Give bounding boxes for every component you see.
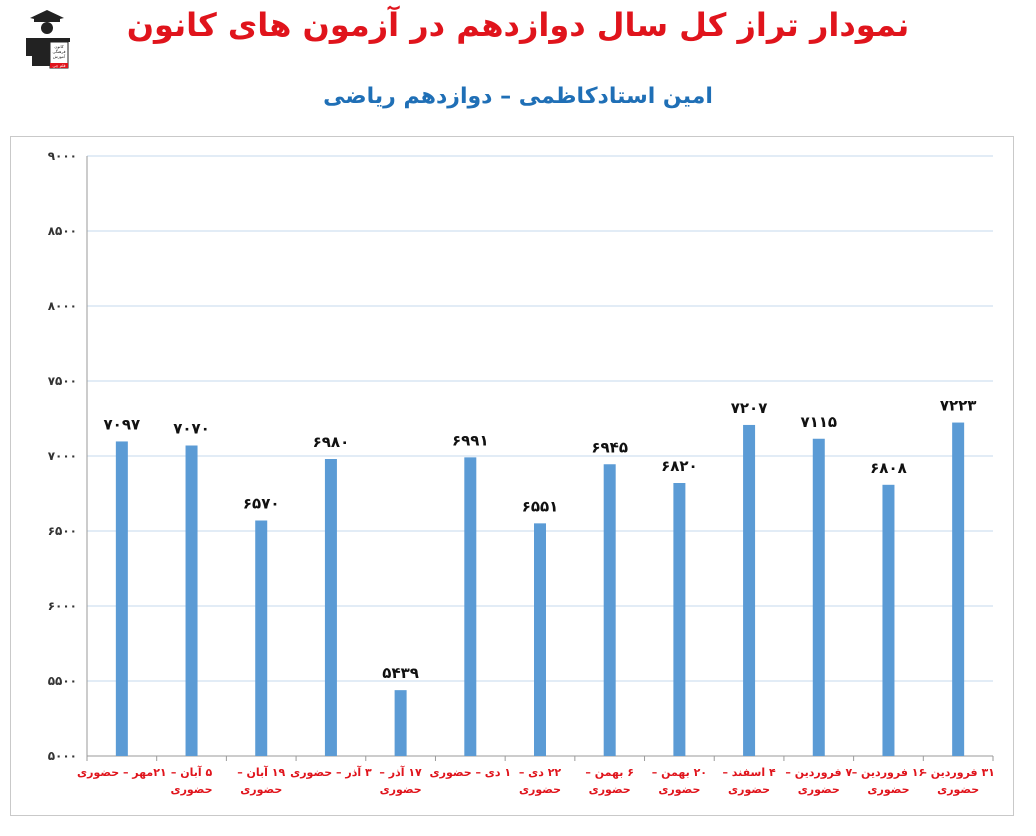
x-tick-label: ۳ آذر – حضوری: [290, 765, 372, 779]
x-tick-label: ۷ فروردین –: [785, 766, 852, 779]
bar: [255, 520, 268, 756]
x-tick-label: حضوری: [937, 783, 979, 796]
bar: [812, 438, 825, 756]
bar: [603, 464, 616, 756]
data-label: ۷۲۲۳: [940, 397, 977, 415]
x-tick-label: ۲۲ دی –: [519, 766, 562, 779]
data-label: ۶۸۲۰: [661, 457, 698, 475]
x-tick-label: ۶ بهمن –: [585, 766, 634, 779]
x-tick-label: ۴ اسفند –: [722, 766, 776, 779]
svg-text:کانون: کانون: [54, 44, 63, 49]
x-tick-label: ۱ دی – حضوری: [430, 766, 512, 779]
data-label: ۶۹۴۵: [591, 438, 628, 456]
x-tick-label: ۱۷ آذر –: [379, 765, 422, 779]
x-tick-label: حضوری: [658, 783, 700, 796]
bar: [464, 457, 477, 756]
x-tick-label: ۲۱مهر – حضوری: [77, 766, 167, 779]
x-tick-label: ۲۰ بهمن –: [652, 766, 707, 779]
bar: [394, 690, 407, 756]
x-tick-label: حضوری: [798, 783, 840, 796]
bar: [115, 441, 128, 756]
data-label: ۶۵۵۱: [522, 497, 559, 515]
x-tick-label: ۳۱ فروردین –: [921, 766, 995, 779]
data-label: ۶۵۷۰: [243, 495, 280, 513]
bar: [743, 424, 756, 756]
data-label: ۵۴۳۹: [382, 664, 419, 682]
chart-title: نمودار تراز کل سال دوازدهم در آزمون های …: [126, 6, 910, 44]
data-label: ۷۰۹۷: [104, 415, 141, 433]
data-label: ۷۰۷۰: [173, 420, 210, 438]
x-tick-label: حضوری: [867, 783, 909, 796]
y-tick-label: ۸۰۰۰: [48, 299, 77, 313]
y-tick-label: ۷۰۰۰: [48, 449, 77, 463]
y-tick-label: ۵۵۰۰: [48, 674, 77, 688]
y-tick-label: ۷۵۰۰: [48, 374, 77, 388]
bar: [534, 523, 546, 756]
svg-text:فرهنگی: فرهنگی: [53, 49, 66, 54]
bar: [673, 483, 686, 756]
x-tick-label: حضوری: [519, 783, 561, 796]
x-tick-label: حضوری: [728, 783, 770, 796]
bar-chart: ۵۰۰۰ ۵۵۰۰ ۶۰۰۰ ۶۵۰۰ ۷۰۰۰ ۷۵۰۰ ۸۰۰۰ ۸۵۰۰ ۹۰۰۰ ۷۰۹۷…: [48, 149, 995, 796]
data-label: ۷۱۱۵: [800, 413, 837, 431]
x-tick-label: ۱۹ آبان –: [237, 765, 285, 779]
svg-text:آموزش: آموزش: [53, 54, 66, 59]
bar: [952, 422, 965, 756]
x-tick-label: ۱۶ فروردین –: [852, 766, 926, 779]
chart-area: ۵۰۰۰ ۵۵۰۰ ۶۰۰۰ ۶۵۰۰ ۷۰۰۰ ۷۵۰۰ ۸۰۰۰ ۸۵۰۰ ۹۰۰۰ ۷۰۹۷…: [10, 136, 1014, 816]
bar: [324, 459, 337, 756]
x-tick-label: حضوری: [589, 783, 631, 796]
x-tick-label: حضوری: [240, 783, 282, 796]
y-tick-label: ۶۵۰۰: [48, 524, 77, 538]
y-tick-label: ۵۰۰۰: [48, 749, 77, 763]
x-tick-label: حضوری: [170, 783, 212, 796]
y-tick-label: ۸۵۰۰: [48, 224, 77, 238]
data-label: ۶۹۹۱: [452, 431, 489, 449]
chart-subtitle: امین استادکاظمی – دوازدهم ریاضی: [323, 84, 713, 109]
x-tick-label: حضوری: [380, 783, 422, 796]
data-label: ۷۲۰۷: [731, 399, 768, 417]
x-tick-label: ۵ آبان –: [171, 765, 213, 779]
data-label: ۶۹۸۰: [313, 433, 350, 451]
bar: [882, 484, 895, 756]
kanoon-logo: کانون فرهنگی آموزش قلم چی: [26, 10, 70, 69]
bar: [185, 445, 198, 756]
y-tick-label: ۶۰۰۰: [48, 599, 77, 613]
data-label: ۶۸۰۸: [870, 459, 907, 477]
y-tick-label: ۹۰۰۰: [48, 149, 77, 163]
svg-text:قلم چی: قلم چی: [53, 63, 66, 68]
